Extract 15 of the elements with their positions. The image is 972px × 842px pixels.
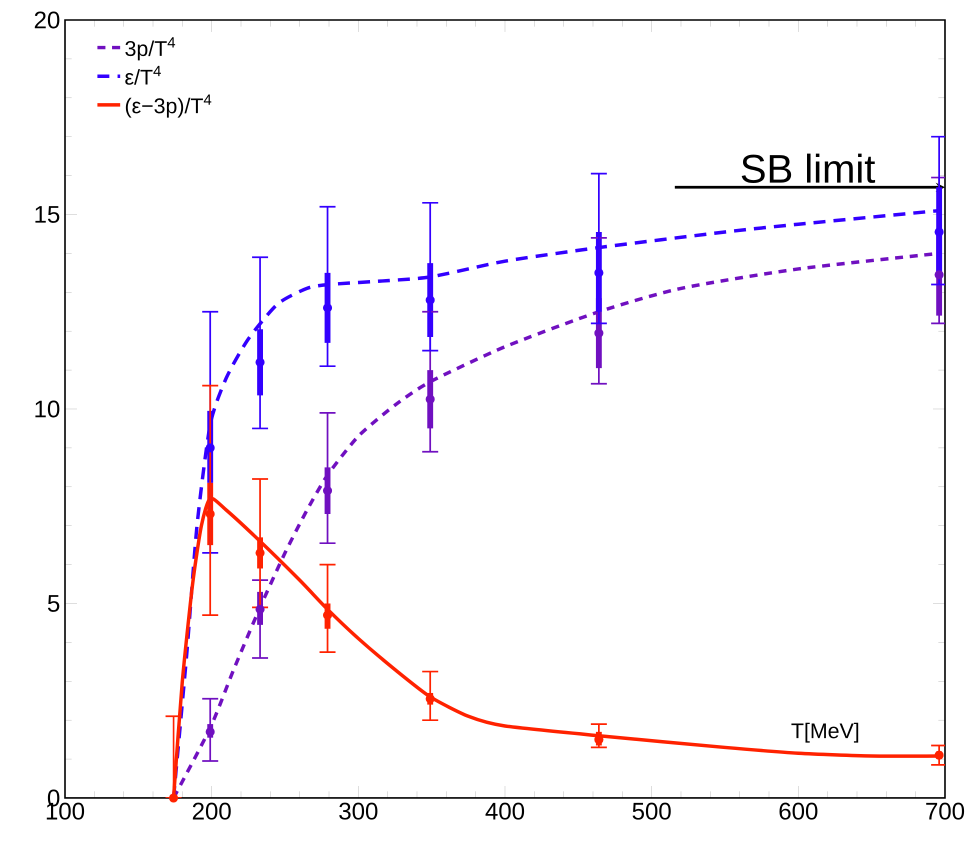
y-tick-label: 15	[35, 206, 60, 223]
x-tick-label: 200	[192, 802, 231, 820]
y-tick-label: 20	[34, 11, 60, 28]
x-tick-label: 700	[926, 802, 964, 820]
y-tick-label: 10	[35, 400, 60, 418]
annotation: SB limit	[742, 154, 876, 183]
x-tick-label: 300	[339, 802, 378, 820]
x-tick-label: 500	[632, 802, 671, 820]
x-axis-title: T[MeV]	[791, 722, 858, 743]
y-tick-label: 5	[48, 595, 60, 612]
legend-label: ε/T$^{4}$	[125, 66, 161, 85]
legend-label: (ε−3p)/T$^{4}$	[126, 94, 212, 118]
legend-label: 3p/T$^{4}$	[125, 37, 176, 60]
x-tick-label: 400	[486, 802, 524, 820]
x-tick-label: 600	[780, 802, 818, 820]
